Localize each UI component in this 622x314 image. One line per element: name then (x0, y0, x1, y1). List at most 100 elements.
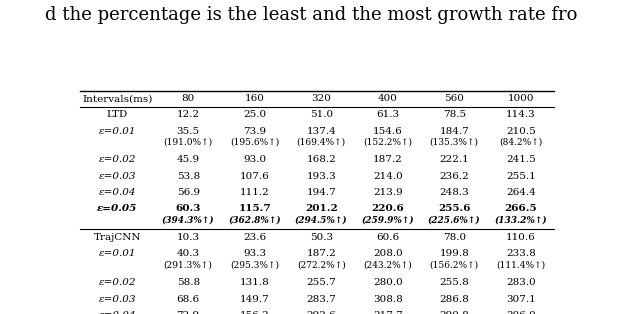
Text: 114.3: 114.3 (506, 110, 536, 119)
Text: 56.9: 56.9 (177, 188, 200, 197)
Text: 255.6: 255.6 (438, 204, 470, 214)
Text: 208.0: 208.0 (373, 249, 402, 258)
Text: 241.5: 241.5 (506, 155, 536, 164)
Text: ε=0.02: ε=0.02 (99, 278, 136, 287)
Text: 255.8: 255.8 (439, 278, 469, 287)
Text: 264.4: 264.4 (506, 188, 536, 197)
Text: 60.3: 60.3 (175, 204, 201, 214)
Text: 286.8: 286.8 (439, 295, 469, 304)
Text: (294.5%↑): (294.5%↑) (295, 216, 348, 225)
Text: 78.0: 78.0 (443, 233, 466, 242)
Text: (191.0%↑): (191.0%↑) (164, 138, 213, 147)
Text: 187.2: 187.2 (306, 249, 336, 258)
Text: 233.8: 233.8 (506, 249, 536, 258)
Text: 292.6: 292.6 (306, 311, 336, 314)
Text: (243.2%↑): (243.2%↑) (363, 261, 412, 270)
Text: 210.5: 210.5 (506, 127, 536, 136)
Text: 222.1: 222.1 (439, 155, 469, 164)
Text: ε=0.04: ε=0.04 (99, 188, 136, 197)
Text: 248.3: 248.3 (439, 188, 469, 197)
Text: 60.6: 60.6 (376, 233, 399, 242)
Text: (195.6%↑): (195.6%↑) (230, 138, 279, 147)
Text: 53.8: 53.8 (177, 172, 200, 181)
Text: 266.5: 266.5 (504, 204, 537, 214)
Text: 290.8: 290.8 (439, 311, 469, 314)
Text: 35.5: 35.5 (177, 127, 200, 136)
Text: (272.2%↑): (272.2%↑) (297, 261, 346, 270)
Text: 93.0: 93.0 (243, 155, 266, 164)
Text: 78.5: 78.5 (443, 110, 466, 119)
Text: 168.2: 168.2 (306, 155, 336, 164)
Text: 199.8: 199.8 (439, 249, 469, 258)
Text: d the percentage is the least and the most growth rate fro: d the percentage is the least and the mo… (45, 6, 577, 24)
Text: 73.9: 73.9 (243, 127, 266, 136)
Text: (362.8%↑): (362.8%↑) (228, 216, 281, 225)
Text: 50.3: 50.3 (310, 233, 333, 242)
Text: TrajCNN: TrajCNN (94, 233, 141, 242)
Text: (291.3%↑): (291.3%↑) (164, 261, 213, 270)
Text: 10.3: 10.3 (177, 233, 200, 242)
Text: ε=0.01: ε=0.01 (99, 249, 136, 258)
Text: (133.2%↑): (133.2%↑) (494, 216, 547, 225)
Text: Intervals(ms): Intervals(ms) (82, 94, 153, 103)
Text: 213.9: 213.9 (373, 188, 402, 197)
Text: ε=0.05: ε=0.05 (97, 204, 137, 214)
Text: 214.0: 214.0 (373, 172, 402, 181)
Text: 149.7: 149.7 (240, 295, 269, 304)
Text: LTD: LTD (107, 110, 128, 119)
Text: 131.8: 131.8 (240, 278, 269, 287)
Text: 25.0: 25.0 (243, 110, 266, 119)
Text: 307.1: 307.1 (506, 295, 536, 304)
Text: 308.8: 308.8 (373, 295, 402, 304)
Text: 107.6: 107.6 (240, 172, 269, 181)
Text: 187.2: 187.2 (373, 155, 402, 164)
Text: 137.4: 137.4 (306, 127, 336, 136)
Text: 283.7: 283.7 (306, 295, 336, 304)
Text: 194.7: 194.7 (306, 188, 336, 197)
Text: 156.3: 156.3 (240, 311, 269, 314)
Text: ε=0.02: ε=0.02 (99, 155, 136, 164)
Text: (156.2%↑): (156.2%↑) (430, 261, 479, 270)
Text: 184.7: 184.7 (439, 127, 469, 136)
Text: 58.8: 58.8 (177, 278, 200, 287)
Text: (394.3%↑): (394.3%↑) (162, 216, 215, 225)
Text: 40.3: 40.3 (177, 249, 200, 258)
Text: 320: 320 (311, 94, 331, 103)
Text: 317.7: 317.7 (373, 311, 402, 314)
Text: 61.3: 61.3 (376, 110, 399, 119)
Text: (152.2%↑): (152.2%↑) (363, 138, 412, 147)
Text: ε=0.04: ε=0.04 (99, 311, 136, 314)
Text: 236.2: 236.2 (439, 172, 469, 181)
Text: 111.2: 111.2 (240, 188, 269, 197)
Text: 201.2: 201.2 (305, 204, 338, 214)
Text: 280.0: 280.0 (373, 278, 402, 287)
Text: (169.4%↑): (169.4%↑) (297, 138, 346, 147)
Text: 306.0: 306.0 (506, 311, 536, 314)
Text: (259.9%↑): (259.9%↑) (361, 216, 414, 225)
Text: 72.9: 72.9 (177, 311, 200, 314)
Text: 51.0: 51.0 (310, 110, 333, 119)
Text: 68.6: 68.6 (177, 295, 200, 304)
Text: ε=0.03: ε=0.03 (99, 172, 136, 181)
Text: 1000: 1000 (508, 94, 534, 103)
Text: 255.7: 255.7 (306, 278, 336, 287)
Text: 193.3: 193.3 (306, 172, 336, 181)
Text: 283.0: 283.0 (506, 278, 536, 287)
Text: 115.7: 115.7 (238, 204, 271, 214)
Text: (111.4%↑): (111.4%↑) (496, 261, 545, 270)
Text: 110.6: 110.6 (506, 233, 536, 242)
Text: 154.6: 154.6 (373, 127, 402, 136)
Text: 255.1: 255.1 (506, 172, 536, 181)
Text: 45.9: 45.9 (177, 155, 200, 164)
Text: 80: 80 (182, 94, 195, 103)
Text: ε=0.03: ε=0.03 (99, 295, 136, 304)
Text: ε=0.01: ε=0.01 (99, 127, 136, 136)
Text: 160: 160 (244, 94, 264, 103)
Text: (84.2%↑): (84.2%↑) (499, 138, 542, 147)
Text: 12.2: 12.2 (177, 110, 200, 119)
Text: 23.6: 23.6 (243, 233, 266, 242)
Text: (135.3%↑): (135.3%↑) (430, 138, 479, 147)
Text: 220.6: 220.6 (371, 204, 404, 214)
Text: (225.6%↑): (225.6%↑) (428, 216, 481, 225)
Text: 400: 400 (378, 94, 397, 103)
